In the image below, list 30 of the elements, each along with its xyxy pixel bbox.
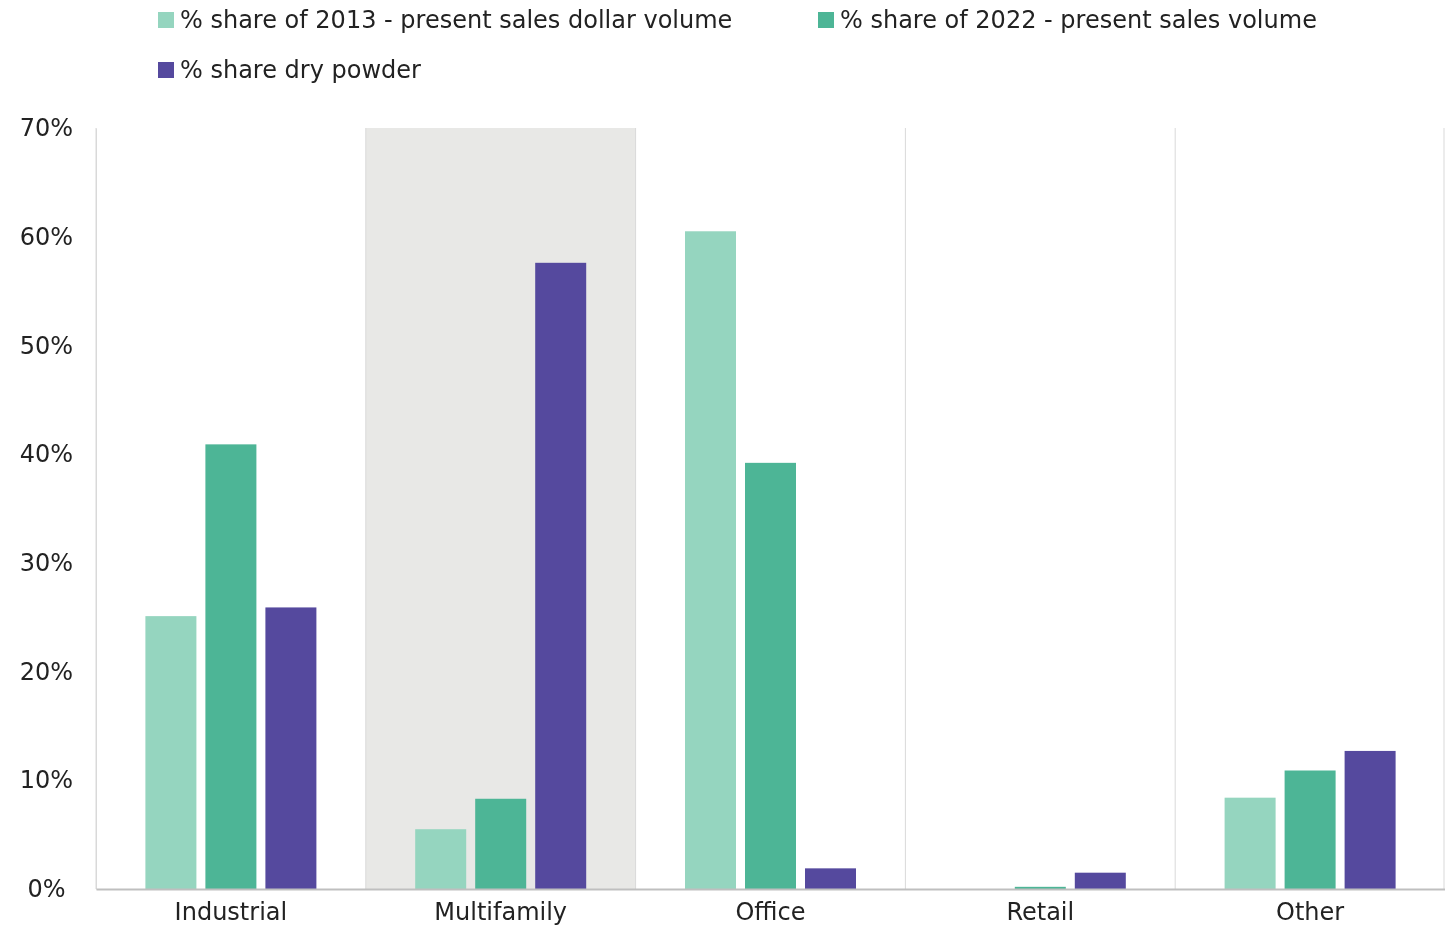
x-tick-label: Other: [1276, 898, 1345, 927]
y-tick-label: 10%: [19, 766, 74, 795]
x-tick-label: Multifamily: [434, 898, 568, 927]
bar: [475, 798, 527, 889]
bar: [685, 231, 736, 889]
bar: [145, 616, 197, 889]
bar: [1344, 750, 1396, 889]
y-tick-label: 60%: [19, 222, 74, 251]
bar: [805, 868, 856, 889]
y-tick-label: 0%: [27, 875, 66, 904]
bar: [415, 829, 467, 889]
bar: [745, 462, 796, 889]
bar: [265, 607, 317, 889]
x-tick-label: Office: [735, 898, 806, 927]
bar: [205, 444, 257, 889]
y-tick-label: 40%: [19, 440, 74, 469]
y-tick-label: 70%: [19, 114, 74, 143]
y-tick-label: 20%: [19, 657, 74, 686]
x-tick-label: Retail: [1006, 898, 1075, 927]
legend-label: % share of 2022 - present sales volume: [840, 6, 1317, 35]
bar: [535, 262, 587, 889]
y-tick-label: 30%: [19, 549, 74, 578]
bar: [1014, 886, 1066, 889]
legend-label: % share of 2013 - present sales dollar volume: [180, 6, 733, 35]
y-tick-label: 50%: [19, 331, 74, 360]
bar: [1284, 770, 1336, 889]
bar: [1074, 872, 1126, 889]
bar: [1224, 797, 1276, 889]
x-tick-label: Industrial: [174, 898, 288, 927]
legend-label: % share dry powder: [180, 56, 422, 85]
